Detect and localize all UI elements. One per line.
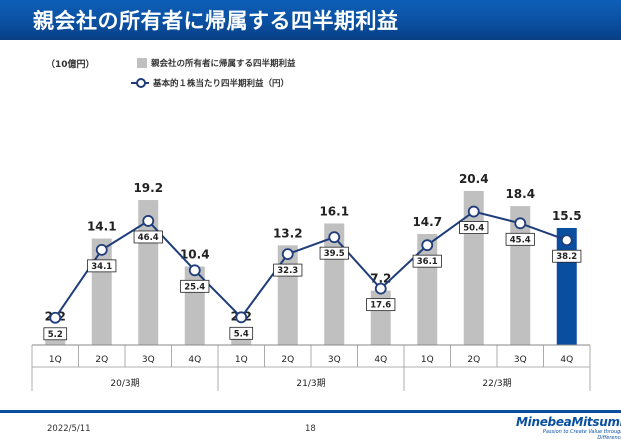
footer-divider [0,410,621,413]
bar-value-label: 19.2 [133,181,163,195]
company-logo: MinebeaMitsumi Passion to Create Value t… [516,415,621,441]
eps-value-label: 34.1 [91,262,112,272]
eps-label-box [366,298,396,312]
bar-value-label: 20.4 [459,172,489,186]
eps-label-box [459,221,489,234]
eps-point [560,234,573,247]
eps-value-label: 32.3 [277,266,298,276]
eps-series-line [54,210,568,319]
eps-value-label: 36.1 [417,257,438,267]
eps-point [514,217,527,230]
category-tick-label: 4Q [374,355,387,365]
group-label: 21/3期 [296,378,325,389]
category-tick-label: 2Q [281,355,294,365]
category-tick-label: 3Q [328,355,341,365]
eps-value-label: 5.2 [48,330,63,340]
eps-label-box [229,326,254,340]
legend-line-swatch [131,78,149,88]
eps-label-box [273,263,303,277]
eps-point [95,243,108,256]
eps-value-label: 25.4 [184,282,205,292]
eps-value-label: 46.4 [138,233,159,243]
legend-item-bar: 親会社の所有者に帰属する四半期利益 [131,53,296,73]
bar-value-label: 18.4 [505,187,535,201]
bar-value-label: 15.5 [552,209,582,223]
page-number: 18 [305,424,316,434]
eps-value-label: 38.2 [556,252,577,262]
title-band: 親会社の所有者に帰属する四半期利益 [0,0,621,40]
logo-name: MinebeaMitsumi [516,415,621,429]
eps-point [49,311,62,324]
legend-item-line: 基本的１株当たり四半期利益（円） [131,73,296,93]
eps-point [328,231,341,244]
bar-value-label: 10.4 [180,247,210,261]
chart-legend: 親会社の所有者に帰属する四半期利益 基本的１株当たり四半期利益（円） [131,53,296,93]
bar-value-label: 14.7 [412,215,442,229]
eps-label-box [319,246,349,260]
eps-point [421,239,434,252]
category-tick-label: 1Q [49,355,62,365]
eps-label-box [412,254,442,268]
eps-point [142,215,155,227]
eps-point [374,282,387,295]
logo-tagline: Passion to Create Value through Differen… [542,429,621,441]
category-tick-label: 3Q [514,355,527,365]
category-tick-label: 2Q [95,355,108,365]
eps-label-box [133,230,163,244]
bar-value-label: 14.1 [87,220,117,234]
legend-bar-swatch [137,58,147,68]
category-tick-label: 4Q [188,355,201,365]
eps-point [281,248,294,260]
eps-value-label: 39.5 [324,249,345,259]
eps-value-label: 5.4 [234,329,249,339]
quarterly-profit-chart: 2.214.119.210.42.213.216.17.214.720.418.… [31,172,591,391]
eps-label-box [87,259,117,273]
legend-line-label: 基本的１株当たり四半期利益（円） [153,79,290,89]
category-tick-label: 3Q [142,355,155,365]
eps-point [235,311,248,324]
bar-value-label: 13.2 [273,226,303,240]
group-label: 22/3期 [482,378,511,389]
eps-point [188,264,201,277]
eps-value-label: 45.4 [510,235,531,245]
footer-date: 2022/5/11 [47,424,91,434]
group-label: 20/3期 [110,378,139,389]
bar-value-label: 16.1 [319,204,349,218]
category-tick-label: 2Q [467,355,480,365]
unit-label: （10億円） [46,60,95,70]
bar [277,245,298,345]
eps-label-box [180,279,210,293]
category-tick-label: 4Q [560,355,573,365]
legend-bar-label: 親会社の所有者に帰属する四半期利益 [151,59,296,69]
eps-value-label: 50.4 [463,224,484,234]
category-tick-label: 1Q [421,355,434,365]
page-title: 親会社の所有者に帰属する四半期利益 [33,9,399,33]
eps-point [467,205,480,218]
category-tick-label: 1Q [235,355,248,365]
eps-label-box [505,232,535,246]
eps-value-label: 17.6 [370,301,391,311]
eps-label-box [43,327,68,341]
eps-label-box [552,249,582,263]
